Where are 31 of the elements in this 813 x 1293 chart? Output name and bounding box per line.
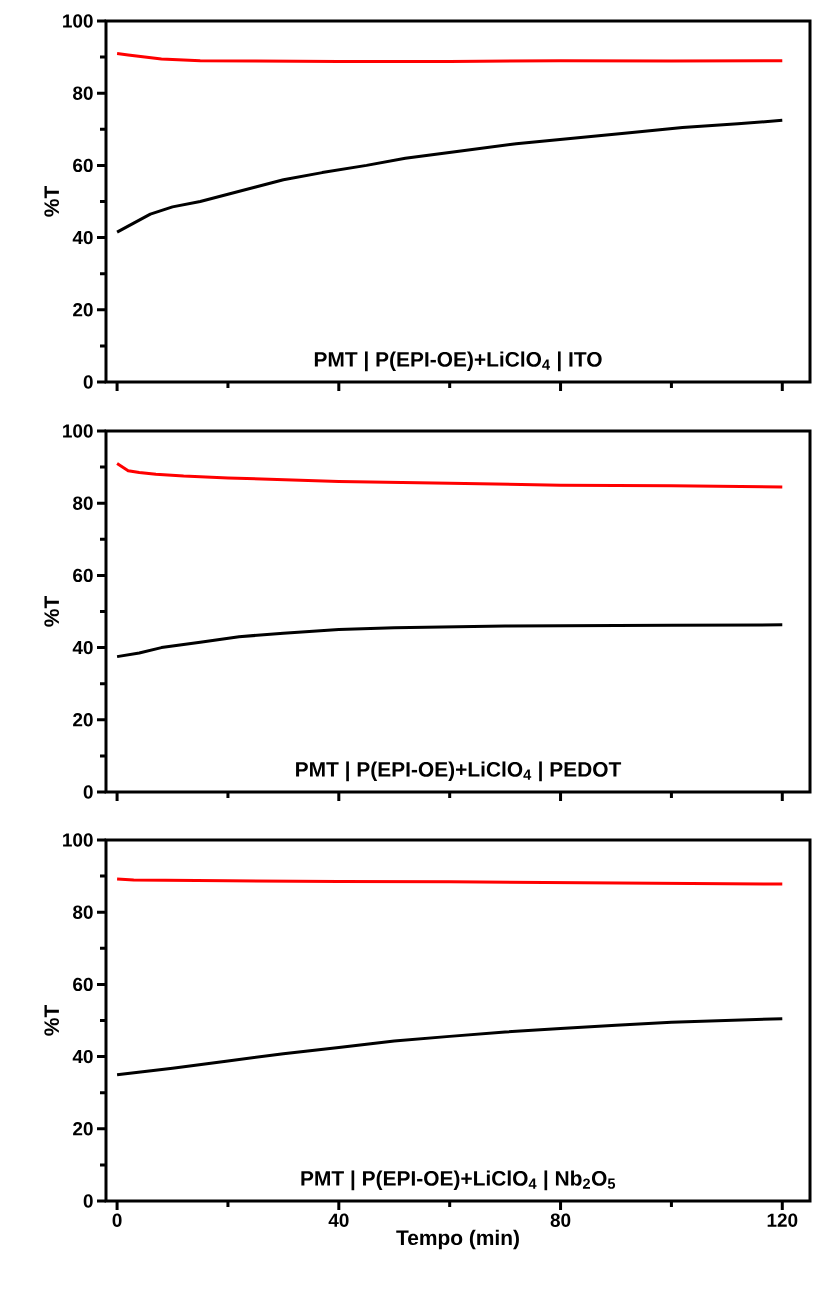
y-axis-title: %T bbox=[44, 1005, 60, 1036]
y-tick-label: 60 bbox=[73, 568, 93, 583]
y-tick-label: 20 bbox=[73, 303, 93, 317]
x-axis-title: Tempo (min) bbox=[396, 1229, 519, 1250]
y-tick-label: 100 bbox=[63, 424, 93, 438]
y-tick-label: 0 bbox=[83, 1194, 93, 1208]
y-axis-title: %T bbox=[44, 596, 60, 627]
x-tick-label: 40 bbox=[328, 1213, 349, 1227]
y-tick-label: 40 bbox=[72, 230, 93, 245]
x-tick-label: 120 bbox=[767, 1213, 798, 1227]
y-tick-label: 0 bbox=[83, 785, 93, 799]
y-tick-label: 60 bbox=[73, 158, 93, 173]
y-tick-label: 100 bbox=[63, 833, 93, 847]
y-tick-label: 60 bbox=[73, 977, 93, 992]
annotation: PMT | P(EPI-OE)+LiClO$_{4}$ | ITO bbox=[314, 351, 602, 372]
line-series bbox=[115, 51, 784, 63]
y-tick-label: 40 bbox=[72, 1049, 93, 1064]
annotation: PMT | P(EPI-OE)+LiClO$_{4}$ | Nb$_{2}$O$_{5}$ bbox=[301, 1170, 616, 1191]
x-tick-label: 0 bbox=[112, 1213, 122, 1227]
annotation: PMT | P(EPI-OE)+LiClO$_{4}$ | PEDOT bbox=[296, 761, 622, 782]
y-tick-label: 40 bbox=[72, 640, 93, 655]
y-tick-label: 100 bbox=[63, 14, 93, 28]
y-tick-label: 80 bbox=[73, 905, 93, 919]
y-tick-label: 0 bbox=[83, 375, 93, 389]
y-tick-label: 80 bbox=[73, 496, 93, 510]
line-series bbox=[115, 623, 784, 659]
y-tick-label: 80 bbox=[73, 86, 93, 100]
y-axis-title: %T bbox=[44, 186, 60, 217]
x-tick-label: 80 bbox=[550, 1213, 571, 1227]
y-tick-label: 20 bbox=[73, 713, 93, 727]
y-tick-label: 20 bbox=[73, 1122, 93, 1136]
